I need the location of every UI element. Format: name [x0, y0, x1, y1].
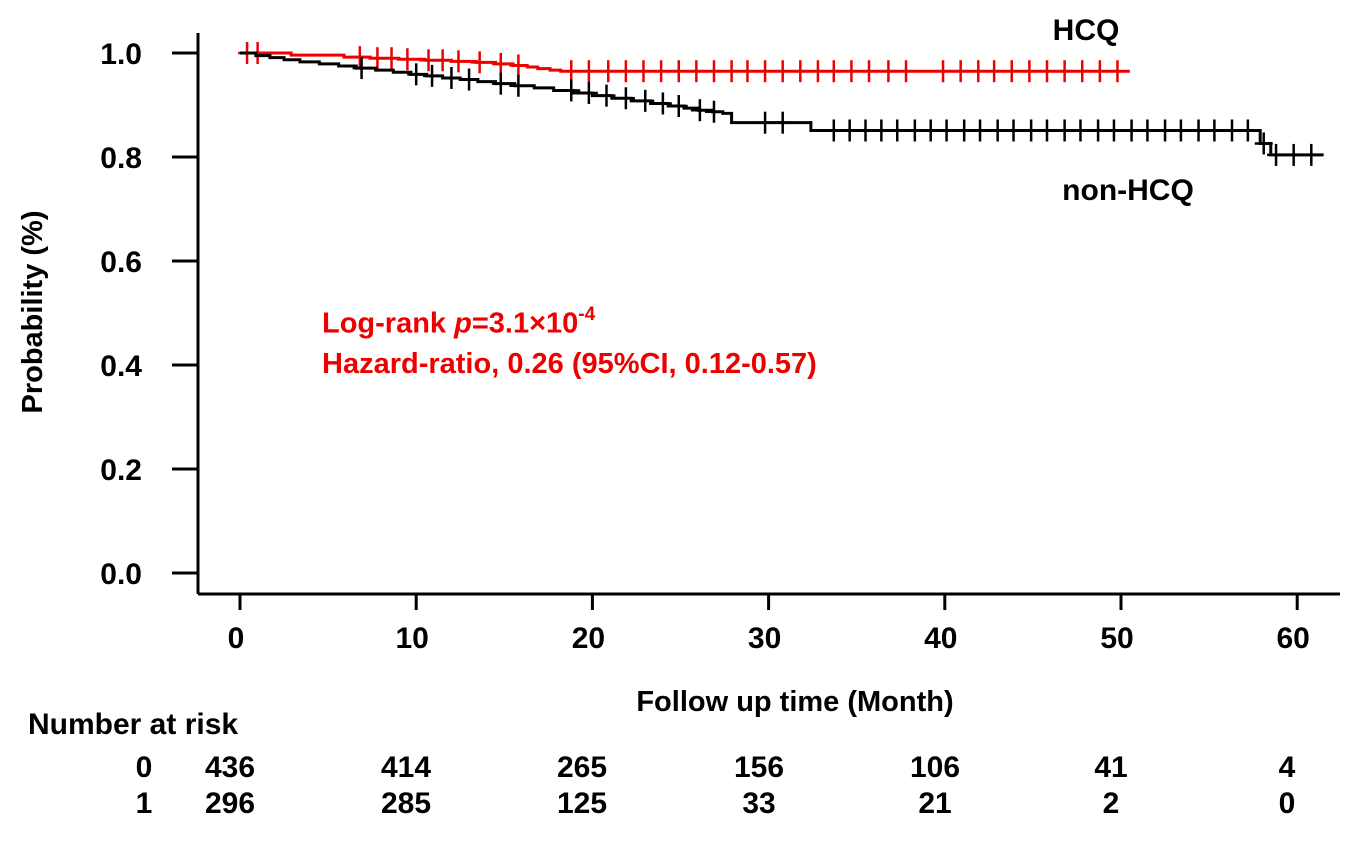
x-tick-label: 30 [748, 622, 781, 655]
logrank-exponent: -4 [578, 304, 596, 325]
risk-value: 21 [918, 787, 952, 820]
hazard-ratio-annotation: Hazard-ratio, 0.26 (95%CI, 0.12-0.57) [322, 348, 817, 380]
x-tick-label: 10 [396, 622, 429, 655]
y-tick-label: 1.0 [100, 38, 142, 71]
risk-value: 156 [733, 751, 785, 784]
x-tick-label: 60 [1277, 622, 1310, 655]
y-axis-title: Probability (%) [17, 210, 49, 414]
x-tick-label: 40 [924, 622, 957, 655]
y-tick-label: 0.6 [100, 246, 142, 279]
risk-value: 106 [909, 751, 961, 784]
curve-label-non-hcq: non-HCQ [1062, 174, 1194, 207]
x-axis-title: Follow up time (Month) [636, 686, 954, 718]
risk-value: 41 [1094, 751, 1128, 784]
risk-value: 414 [380, 751, 432, 784]
y-tick-label: 0.2 [100, 454, 142, 487]
risk-value: 0 [1278, 787, 1296, 820]
risk-row-label: 1 [135, 787, 153, 820]
risk-value: 4 [1278, 751, 1296, 784]
risk-value: 265 [556, 751, 608, 784]
logrank-p-symbol: p [454, 307, 472, 340]
logrank-text-prefix: Log-rank [322, 307, 455, 340]
y-tick-label: 0.8 [100, 142, 142, 175]
risk-value: 33 [742, 787, 776, 820]
risk-value: 285 [380, 787, 432, 820]
risk-value: 125 [556, 787, 608, 820]
y-tick-label: 0.0 [100, 558, 142, 591]
risk-value: 296 [204, 787, 256, 820]
logrank-value: =3.1×10 [471, 307, 579, 340]
risk-row-label: 0 [135, 751, 153, 784]
y-tick-label: 0.4 [100, 350, 142, 383]
risk-table-title: Number at risk [28, 708, 239, 741]
x-tick-label: 20 [572, 622, 605, 655]
logrank-annotation: Log-rank p=3.1×10-4 [322, 300, 595, 341]
curve-label-hcq: HCQ [1052, 14, 1120, 47]
x-tick-label: 50 [1100, 622, 1133, 655]
risk-value: 2 [1102, 787, 1120, 820]
x-tick-label: 0 [228, 622, 245, 655]
risk-value: 436 [204, 751, 256, 784]
